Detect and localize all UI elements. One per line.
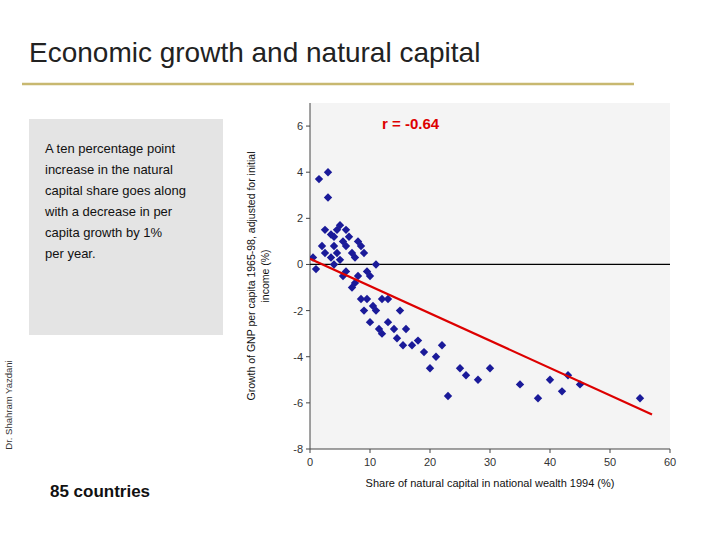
credit: Dr. Shahram Yazdani	[3, 360, 14, 449]
y-label-line: income (%)	[259, 249, 271, 302]
point	[516, 380, 524, 388]
x-tick	[490, 449, 491, 453]
annotation-line: A ten percentage point	[45, 141, 175, 156]
point	[396, 306, 404, 314]
r-label: r = -0.64	[382, 115, 440, 132]
annotation-line: capital share goes along	[45, 183, 186, 198]
y-tick-label: 4	[297, 166, 303, 178]
x-tick	[610, 449, 611, 453]
x-tick	[670, 449, 671, 453]
y-tick	[306, 310, 310, 311]
point	[366, 272, 374, 280]
x-tick-label: 40	[544, 456, 556, 468]
point	[351, 253, 359, 261]
point	[636, 394, 644, 402]
point	[324, 168, 332, 176]
point	[462, 371, 470, 379]
point	[393, 334, 401, 342]
point	[438, 341, 446, 349]
point	[486, 364, 494, 372]
x-tick	[430, 449, 431, 453]
point	[432, 353, 440, 361]
zero-line	[310, 264, 670, 265]
title: Economic growth and natural capital	[29, 37, 480, 68]
x-label: Share of natural capital in national wea…	[366, 477, 615, 489]
annotation-line: with a decrease in per	[44, 204, 173, 219]
y-tick	[306, 126, 310, 127]
point	[399, 341, 407, 349]
regression-line	[310, 259, 652, 415]
annotation: A ten percentage point increase in the na…	[44, 141, 186, 261]
y-tick-label: -8	[293, 443, 303, 455]
point	[321, 249, 329, 257]
point	[378, 329, 386, 337]
separator	[22, 83, 634, 86]
point	[342, 242, 350, 250]
marks	[310, 168, 670, 414]
point	[360, 306, 368, 314]
point	[345, 233, 353, 241]
point	[414, 336, 422, 344]
x-tick-label: 60	[664, 456, 676, 468]
point	[408, 341, 416, 349]
y-label: Growth of GNP per capita 1965-98, adjust…	[245, 151, 271, 400]
y-tick-label: 2	[297, 212, 303, 224]
y-tick	[306, 172, 310, 173]
y-axis	[310, 103, 311, 449]
point	[474, 376, 482, 384]
point	[390, 325, 398, 333]
y-tick	[306, 356, 310, 357]
footer: 85 countries	[50, 482, 150, 501]
point	[372, 260, 380, 268]
x-tick	[370, 449, 371, 453]
annotation-line: increase in the natural	[45, 162, 173, 177]
point	[312, 265, 320, 273]
x-tick-label: 0	[307, 456, 313, 468]
point	[558, 387, 566, 395]
annotation-box	[29, 119, 223, 335]
chart: Economic growth and natural capital A ten…	[0, 0, 720, 540]
point	[456, 364, 464, 372]
y-tick-label: -2	[293, 305, 303, 317]
point	[384, 318, 392, 326]
y-label-line: Growth of GNP per capita 1965-98, adjust…	[245, 151, 257, 400]
point	[321, 226, 329, 234]
x-tick	[550, 449, 551, 453]
point	[336, 221, 344, 229]
x-tick-label: 50	[604, 456, 616, 468]
point	[366, 318, 374, 326]
point	[546, 376, 554, 384]
annotation-line: per year.	[45, 246, 96, 261]
x-tick-label: 30	[484, 456, 496, 468]
x-tick	[310, 449, 311, 453]
point	[372, 306, 380, 314]
plot-area	[310, 103, 670, 449]
point	[324, 193, 332, 201]
y-tick-label: 6	[297, 120, 303, 132]
y-tick	[306, 218, 310, 219]
point	[426, 364, 434, 372]
point	[336, 256, 344, 264]
y-tick-label: -4	[293, 351, 303, 363]
annotation-line: capita growth by 1%	[45, 225, 163, 240]
point	[534, 394, 542, 402]
y-tick	[306, 402, 310, 403]
point	[363, 295, 371, 303]
y-tick-label: 0	[297, 258, 303, 270]
point	[315, 175, 323, 183]
x-tick-label: 10	[364, 456, 376, 468]
point	[360, 249, 368, 257]
point	[444, 392, 452, 400]
point	[420, 348, 428, 356]
point	[402, 325, 410, 333]
y-tick	[306, 264, 310, 265]
y-tick	[306, 449, 310, 450]
y-tick-label: -6	[293, 397, 303, 409]
x-tick-label: 20	[424, 456, 436, 468]
